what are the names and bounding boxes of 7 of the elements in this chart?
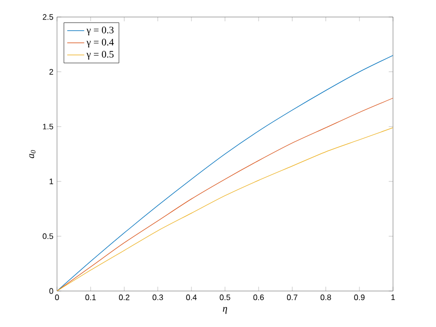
legend-label: γ = 0.5: [86, 50, 114, 60]
y-axis-title: a$_{0}$: [29, 150, 36, 158]
line-series: [57, 127, 394, 291]
x-axis-title: η: [222, 306, 228, 314]
line-series: [57, 98, 394, 291]
legend-label: γ = 0.4: [86, 38, 114, 48]
legend-label: γ = 0.3: [86, 26, 114, 36]
